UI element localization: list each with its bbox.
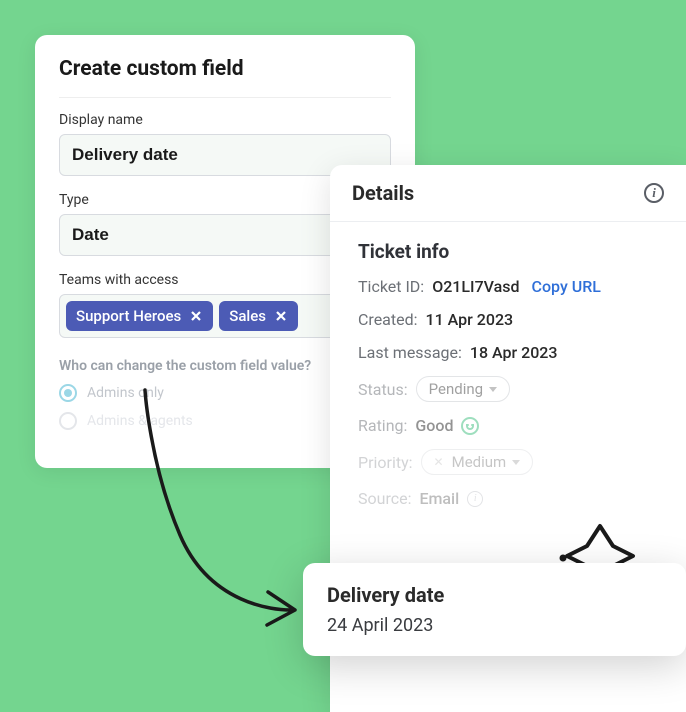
created-row: Created: 11 Apr 2023 xyxy=(358,310,658,329)
remove-tag-icon[interactable] xyxy=(274,309,288,323)
source-label: Source: xyxy=(358,489,411,508)
source-value: Email xyxy=(419,489,459,508)
last-message-value: 18 Apr 2023 xyxy=(470,343,558,362)
copy-url-link[interactable]: Copy URL xyxy=(532,277,601,296)
last-message-row: Last message: 18 Apr 2023 xyxy=(358,343,658,362)
radio-icon xyxy=(59,384,77,402)
ticket-id-value: O21LI7Vasd xyxy=(432,277,519,296)
priority-label: Priority: xyxy=(358,453,413,472)
rating-value: Good xyxy=(415,416,453,435)
last-message-label: Last message: xyxy=(358,343,462,362)
info-icon[interactable]: i xyxy=(644,183,664,203)
create-title: Create custom field xyxy=(59,57,391,98)
details-body: Ticket info Ticket ID: O21LI7Vasd Copy U… xyxy=(330,222,686,540)
radio-label: Admins only xyxy=(87,385,164,401)
delivery-date-title: Delivery date xyxy=(327,583,662,607)
ticket-info-heading: Ticket info xyxy=(358,240,658,263)
radio-icon xyxy=(59,412,77,430)
rating-label: Rating: xyxy=(358,416,407,435)
team-tag[interactable]: Support Heroes xyxy=(66,301,213,331)
remove-tag-icon[interactable] xyxy=(189,309,203,323)
delivery-date-card: Delivery date 24 April 2023 xyxy=(303,563,686,656)
ticket-id-row: Ticket ID: O21LI7Vasd Copy URL xyxy=(358,277,658,296)
display-name-label: Display name xyxy=(59,112,391,128)
ticket-id-label: Ticket ID: xyxy=(358,277,424,296)
status-label: Status: xyxy=(358,380,408,399)
team-tag-label: Support Heroes xyxy=(76,307,181,325)
team-tag-label: Sales xyxy=(229,307,266,325)
priority-row: Priority: ✕ Medium xyxy=(358,449,658,475)
status-row: Status: Pending xyxy=(358,376,658,402)
rating-row: Rating: Good xyxy=(358,416,658,435)
smile-icon xyxy=(461,417,479,435)
details-header: Details i xyxy=(330,165,686,222)
clear-icon[interactable]: ✕ xyxy=(434,455,444,469)
radio-label: Admins & agents xyxy=(87,413,193,429)
status-value: Pending xyxy=(429,380,483,398)
info-icon[interactable]: i xyxy=(467,491,483,507)
source-row: Source: Email i xyxy=(358,489,658,508)
delivery-date-value: 24 April 2023 xyxy=(327,615,662,636)
team-tag[interactable]: Sales xyxy=(219,301,298,331)
created-value: 11 Apr 2023 xyxy=(426,310,514,329)
chevron-down-icon xyxy=(512,460,520,465)
created-label: Created: xyxy=(358,310,418,329)
status-pill[interactable]: Pending xyxy=(416,376,510,402)
chevron-down-icon xyxy=(489,387,497,392)
priority-value: Medium xyxy=(452,453,507,471)
details-title: Details xyxy=(352,181,414,205)
priority-pill[interactable]: ✕ Medium xyxy=(421,449,534,475)
